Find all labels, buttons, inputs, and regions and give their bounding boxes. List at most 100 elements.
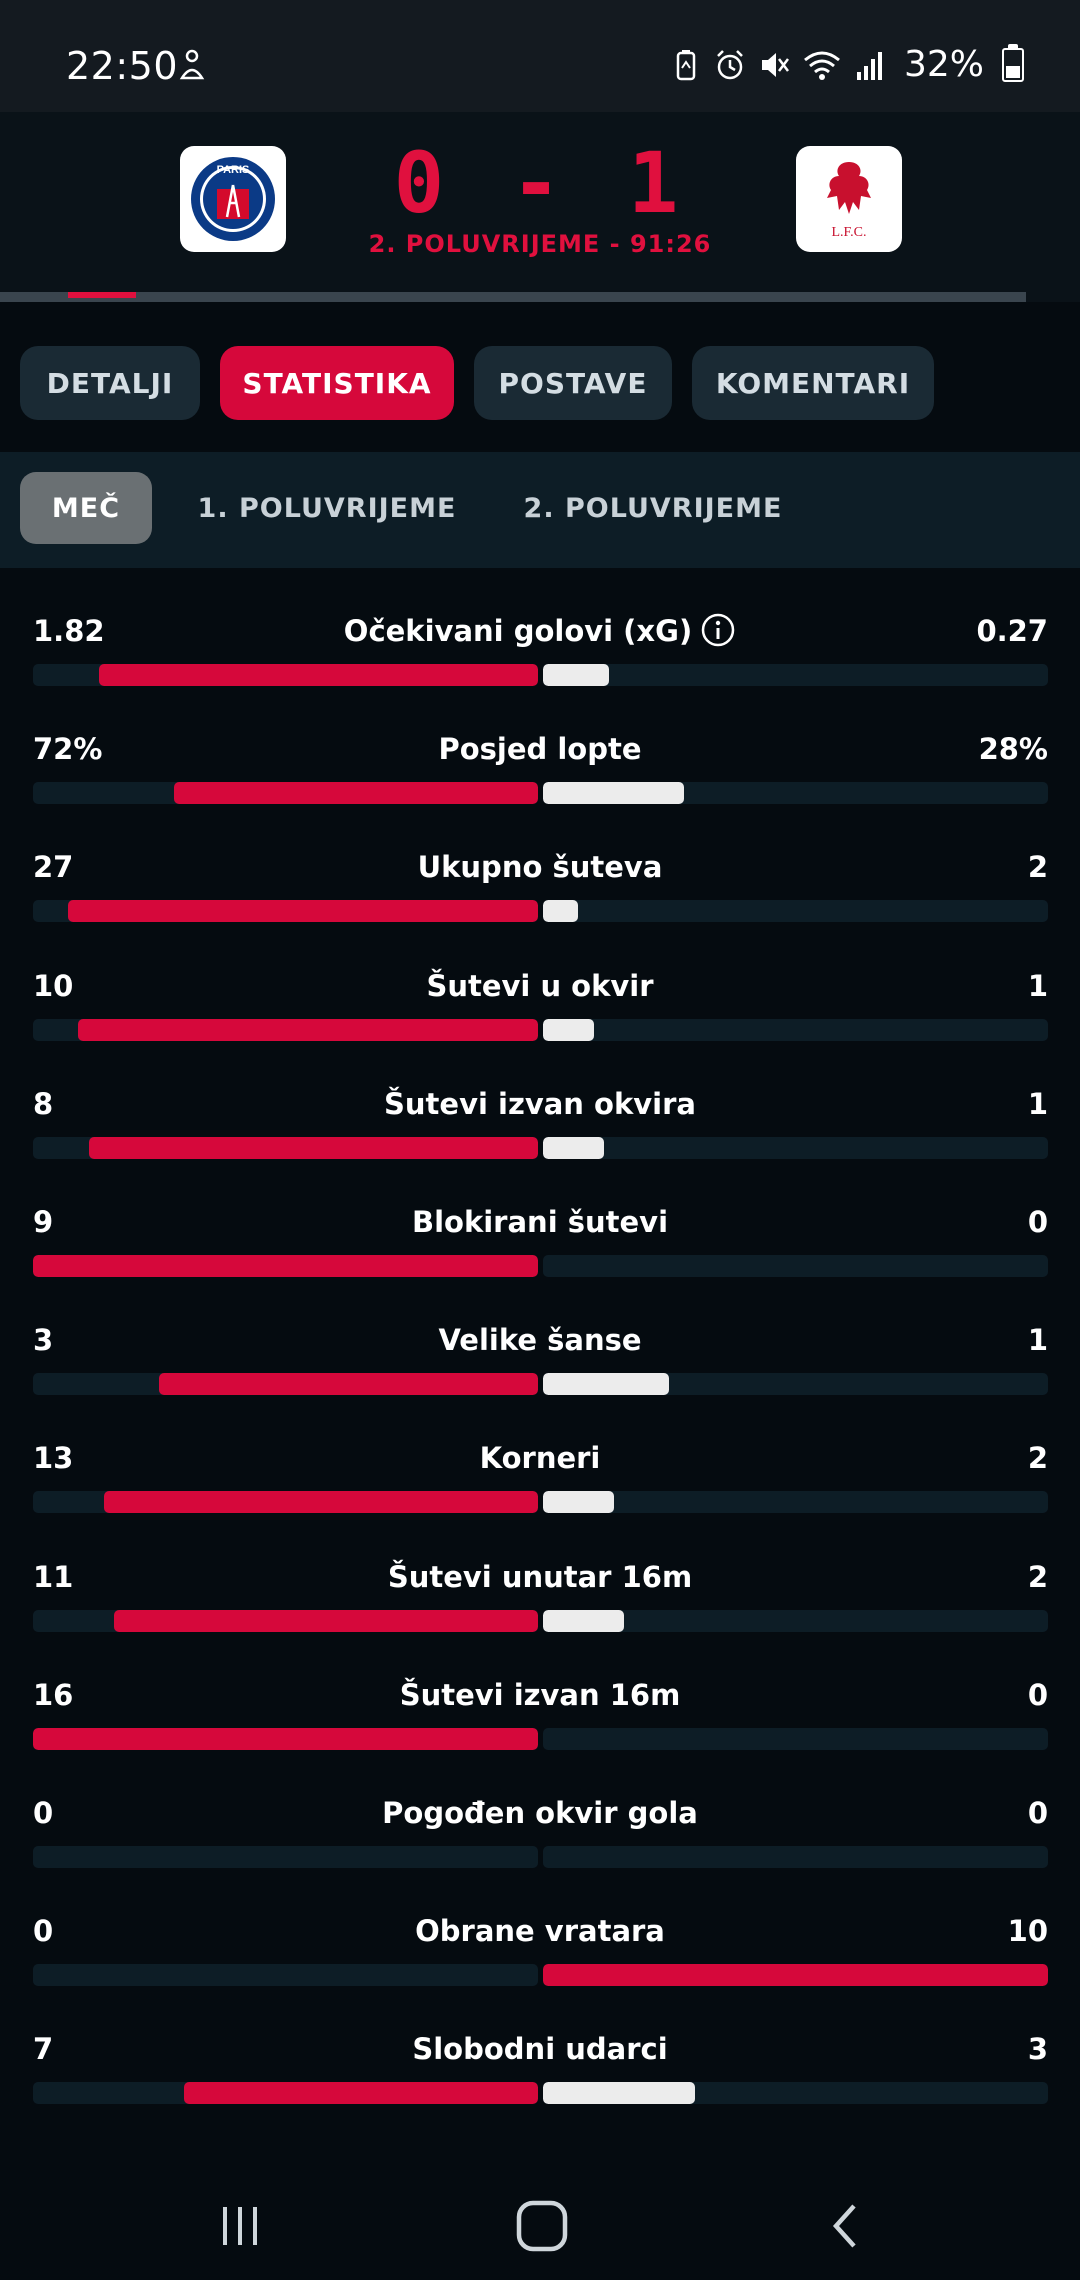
stat-home-bar: [159, 1373, 538, 1396]
stat-away-bar-track: [543, 782, 1048, 805]
psg-crest-icon: PARIS: [191, 157, 275, 241]
stat-label-text: Blokirani šutevi: [411, 1205, 669, 1239]
stat-away-bar-track: [543, 2082, 1048, 2105]
stat-home-bar-track: [33, 1846, 538, 1868]
stat-away-bar: [543, 1373, 669, 1396]
match-progress-segment: [68, 292, 136, 298]
notification-icon: [179, 49, 205, 80]
stat-away-value: 0: [1027, 1677, 1048, 1712]
stat-home-bar-track: [33, 1373, 538, 1396]
stat-away-bar-track: [543, 1964, 1048, 1987]
stat-label: Velike šanse: [0, 1323, 1080, 1357]
stat-away-value: 10: [1007, 1914, 1048, 1949]
stat-label: Šutevi izvan 16m: [0, 1678, 1080, 1712]
info-icon[interactable]: [700, 612, 736, 648]
stat-home-bar: [114, 1609, 538, 1632]
stat-label-text: Šutevi unutar 16m: [387, 1559, 693, 1594]
subtab-mec[interactable]: MEČ: [20, 472, 152, 544]
stat-away-bar-track: [543, 1136, 1048, 1159]
stat-away-value: 0: [1027, 1796, 1048, 1830]
stat-away-bar-track: [543, 1018, 1048, 1041]
status-time: 22:50: [66, 44, 179, 88]
stat-row: 8 Šutevi izvan okvira 1: [0, 1069, 1080, 1187]
liverpool-crest-icon: L.F.C.: [827, 162, 871, 240]
mute-icon: [761, 52, 789, 77]
stat-home-bar: [68, 900, 538, 923]
stat-row: 1.82 Očekivani golovi (xG) 0.27: [0, 596, 1080, 714]
stat-home-value: 11: [33, 1559, 74, 1594]
stat-row: 7 Slobodni udarci 3: [0, 2014, 1080, 2132]
status-bar: 22:50 32%: [0, 0, 1080, 112]
stat-away-value: 1: [1027, 968, 1048, 1003]
stat-home-bar-track: [33, 1018, 538, 1041]
stat-home-bar-track: [33, 1136, 538, 1159]
stat-home-bar-track: [33, 664, 538, 686]
stat-label-text: Šutevi izvan okvira: [384, 1086, 696, 1121]
stat-home-bar-track: [33, 1964, 538, 1987]
psg-crest-text: PARIS: [217, 164, 250, 176]
stat-away-value: 0: [1027, 1205, 1048, 1239]
stat-away-bar-track: [543, 900, 1048, 923]
battery-icon: [1002, 43, 1024, 82]
home-icon[interactable]: [512, 2196, 572, 2256]
tab-komentari[interactable]: KOMENTARI: [692, 346, 934, 420]
stat-home-value: 16: [33, 1677, 74, 1712]
stat-label: Pogođen okvir gola: [0, 1796, 1080, 1830]
stat-row: 3 Velike šanse 1: [0, 1305, 1080, 1423]
stat-away-bar-track: [543, 1846, 1048, 1868]
stat-away-bar-track: [543, 1727, 1048, 1750]
stat-label-text: Očekivani golovi (xG): [343, 614, 693, 648]
stat-home-bar-track: [33, 782, 538, 805]
stat-away-value: 2: [1027, 850, 1048, 885]
stat-away-bar-track: [543, 1255, 1048, 1277]
stat-row: 13 Korneri 2: [0, 1423, 1080, 1541]
stat-label-text: Šutevi izvan 16m: [399, 1677, 681, 1712]
stat-away-bar: [543, 1018, 594, 1041]
stat-away-bar: [543, 664, 609, 686]
stat-row: 0 Pogođen okvir gola 0: [0, 1778, 1080, 1896]
stat-away-bar: [543, 2082, 695, 2105]
stat-label-text: Ukupno šuteva: [417, 850, 663, 885]
stat-away-value: 1: [1027, 1086, 1048, 1121]
home-team-logo[interactable]: PARIS: [180, 146, 286, 252]
subtab-first-half[interactable]: 1. POLUVRIJEME: [197, 492, 457, 524]
stat-home-bar-track: [33, 2082, 538, 2105]
stat-away-bar: [543, 900, 578, 923]
stat-away-value: 3: [1027, 2032, 1048, 2067]
stat-label-text: Obrane vratara: [415, 1914, 665, 1949]
stat-label: Šutevi u okvir: [0, 969, 1080, 1003]
stat-home-value: 7: [33, 2032, 54, 2067]
stat-away-bar: [543, 1491, 614, 1514]
stat-row: 10 Šutevi u okvir 1: [0, 951, 1080, 1069]
stat-home-bar: [99, 664, 538, 686]
stat-row: 72% Posjed lopte 28%: [0, 714, 1080, 832]
stat-row: 16 Šutevi izvan 16m 0: [0, 1660, 1080, 1778]
stat-home-value: 0: [33, 1914, 54, 1949]
stat-row: 0 Obrane vratara 10: [0, 1896, 1080, 2014]
stat-away-bar: [543, 782, 684, 805]
stat-label: Korneri: [0, 1441, 1080, 1475]
stat-label-text: Velike šanse: [438, 1323, 642, 1358]
recent-apps-icon[interactable]: [210, 2196, 270, 2256]
match-score: 0 - 1: [393, 134, 687, 232]
stat-label-text: Šutevi u okvir: [426, 968, 654, 1003]
main-tabs: DETALJI STATISTIKA POSTAVE KOMENTARI: [20, 346, 934, 420]
alarm-icon: [717, 49, 743, 79]
away-team-logo[interactable]: L.F.C.: [796, 146, 902, 252]
stat-home-value: 8: [33, 1086, 54, 1121]
stat-row: 27 Ukupno šuteva 2: [0, 832, 1080, 950]
stat-away-value: 0.27: [976, 614, 1048, 648]
stat-home-value: 27: [33, 850, 74, 885]
stat-home-value: 3: [33, 1323, 54, 1358]
system-nav-bar: [0, 2160, 1080, 2280]
tab-detalji[interactable]: DETALJI: [20, 346, 200, 420]
subtab-second-half[interactable]: 2. POLUVRIJEME: [523, 492, 783, 524]
stat-home-bar: [33, 1727, 538, 1750]
back-icon[interactable]: [816, 2196, 876, 2256]
stat-home-value: 1.82: [33, 614, 105, 648]
stat-home-value: 13: [33, 1441, 74, 1476]
stat-label: Šutevi unutar 16m: [0, 1560, 1080, 1594]
tab-statistika[interactable]: STATISTIKA: [220, 346, 454, 420]
stat-home-bar-track: [33, 1491, 538, 1514]
tab-postave[interactable]: POSTAVE: [474, 346, 672, 420]
